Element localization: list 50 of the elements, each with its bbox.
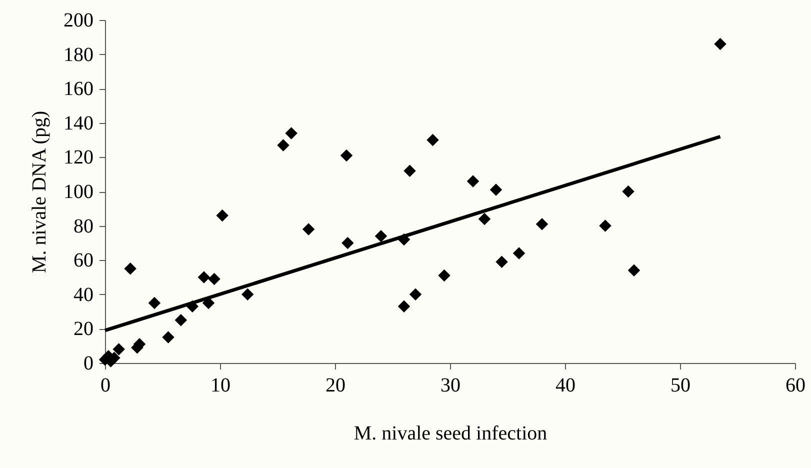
point [409, 288, 422, 301]
point [198, 271, 210, 284]
y-tick-label: 80 [74, 215, 94, 238]
point [490, 184, 502, 196]
point [466, 175, 480, 188]
point [478, 212, 491, 226]
y-tick-label: 140 [64, 112, 94, 134]
y-tick-label: 100 [64, 181, 94, 203]
x-tick-label: 10 [210, 374, 230, 396]
y-tick-label: 120 [64, 146, 94, 169]
point [174, 314, 188, 326]
point [496, 256, 508, 268]
x-tick-label: 40 [556, 374, 576, 396]
point [302, 223, 315, 236]
x-tick-label: 30 [440, 374, 460, 396]
point [714, 38, 726, 50]
x-tick-label: 50 [670, 374, 690, 396]
point [342, 236, 354, 250]
point [512, 247, 526, 260]
y-tick-label: 40 [74, 284, 94, 306]
y-tick-label: 180 [64, 44, 94, 66]
point [426, 134, 439, 146]
y-tick-label: 20 [74, 318, 94, 340]
y-tick-label: 200 [64, 10, 94, 32]
y-tick-label: 160 [64, 78, 94, 100]
point [374, 230, 388, 242]
point [112, 343, 125, 356]
y-tick-label: 60 [74, 250, 94, 272]
x-axis-title: M. nivale seed infection [354, 422, 548, 444]
point [438, 269, 450, 282]
point [340, 149, 353, 162]
point [277, 139, 290, 152]
point [241, 288, 254, 301]
point [285, 127, 298, 140]
y-axis-title: M. nivale DNA (pg) [28, 110, 50, 274]
point [124, 262, 136, 275]
point [208, 272, 220, 286]
point [628, 264, 640, 277]
point [216, 209, 228, 222]
point [622, 185, 634, 198]
point [404, 164, 416, 178]
point [162, 331, 174, 344]
point [599, 220, 612, 232]
x-tick-label: 20 [326, 374, 346, 396]
point [398, 300, 410, 313]
y-tick-label: 0 [84, 352, 94, 374]
x-tick-label: 60 [786, 374, 806, 396]
point [536, 218, 548, 230]
point [148, 296, 161, 310]
x-tick-label: 0 [100, 374, 110, 396]
